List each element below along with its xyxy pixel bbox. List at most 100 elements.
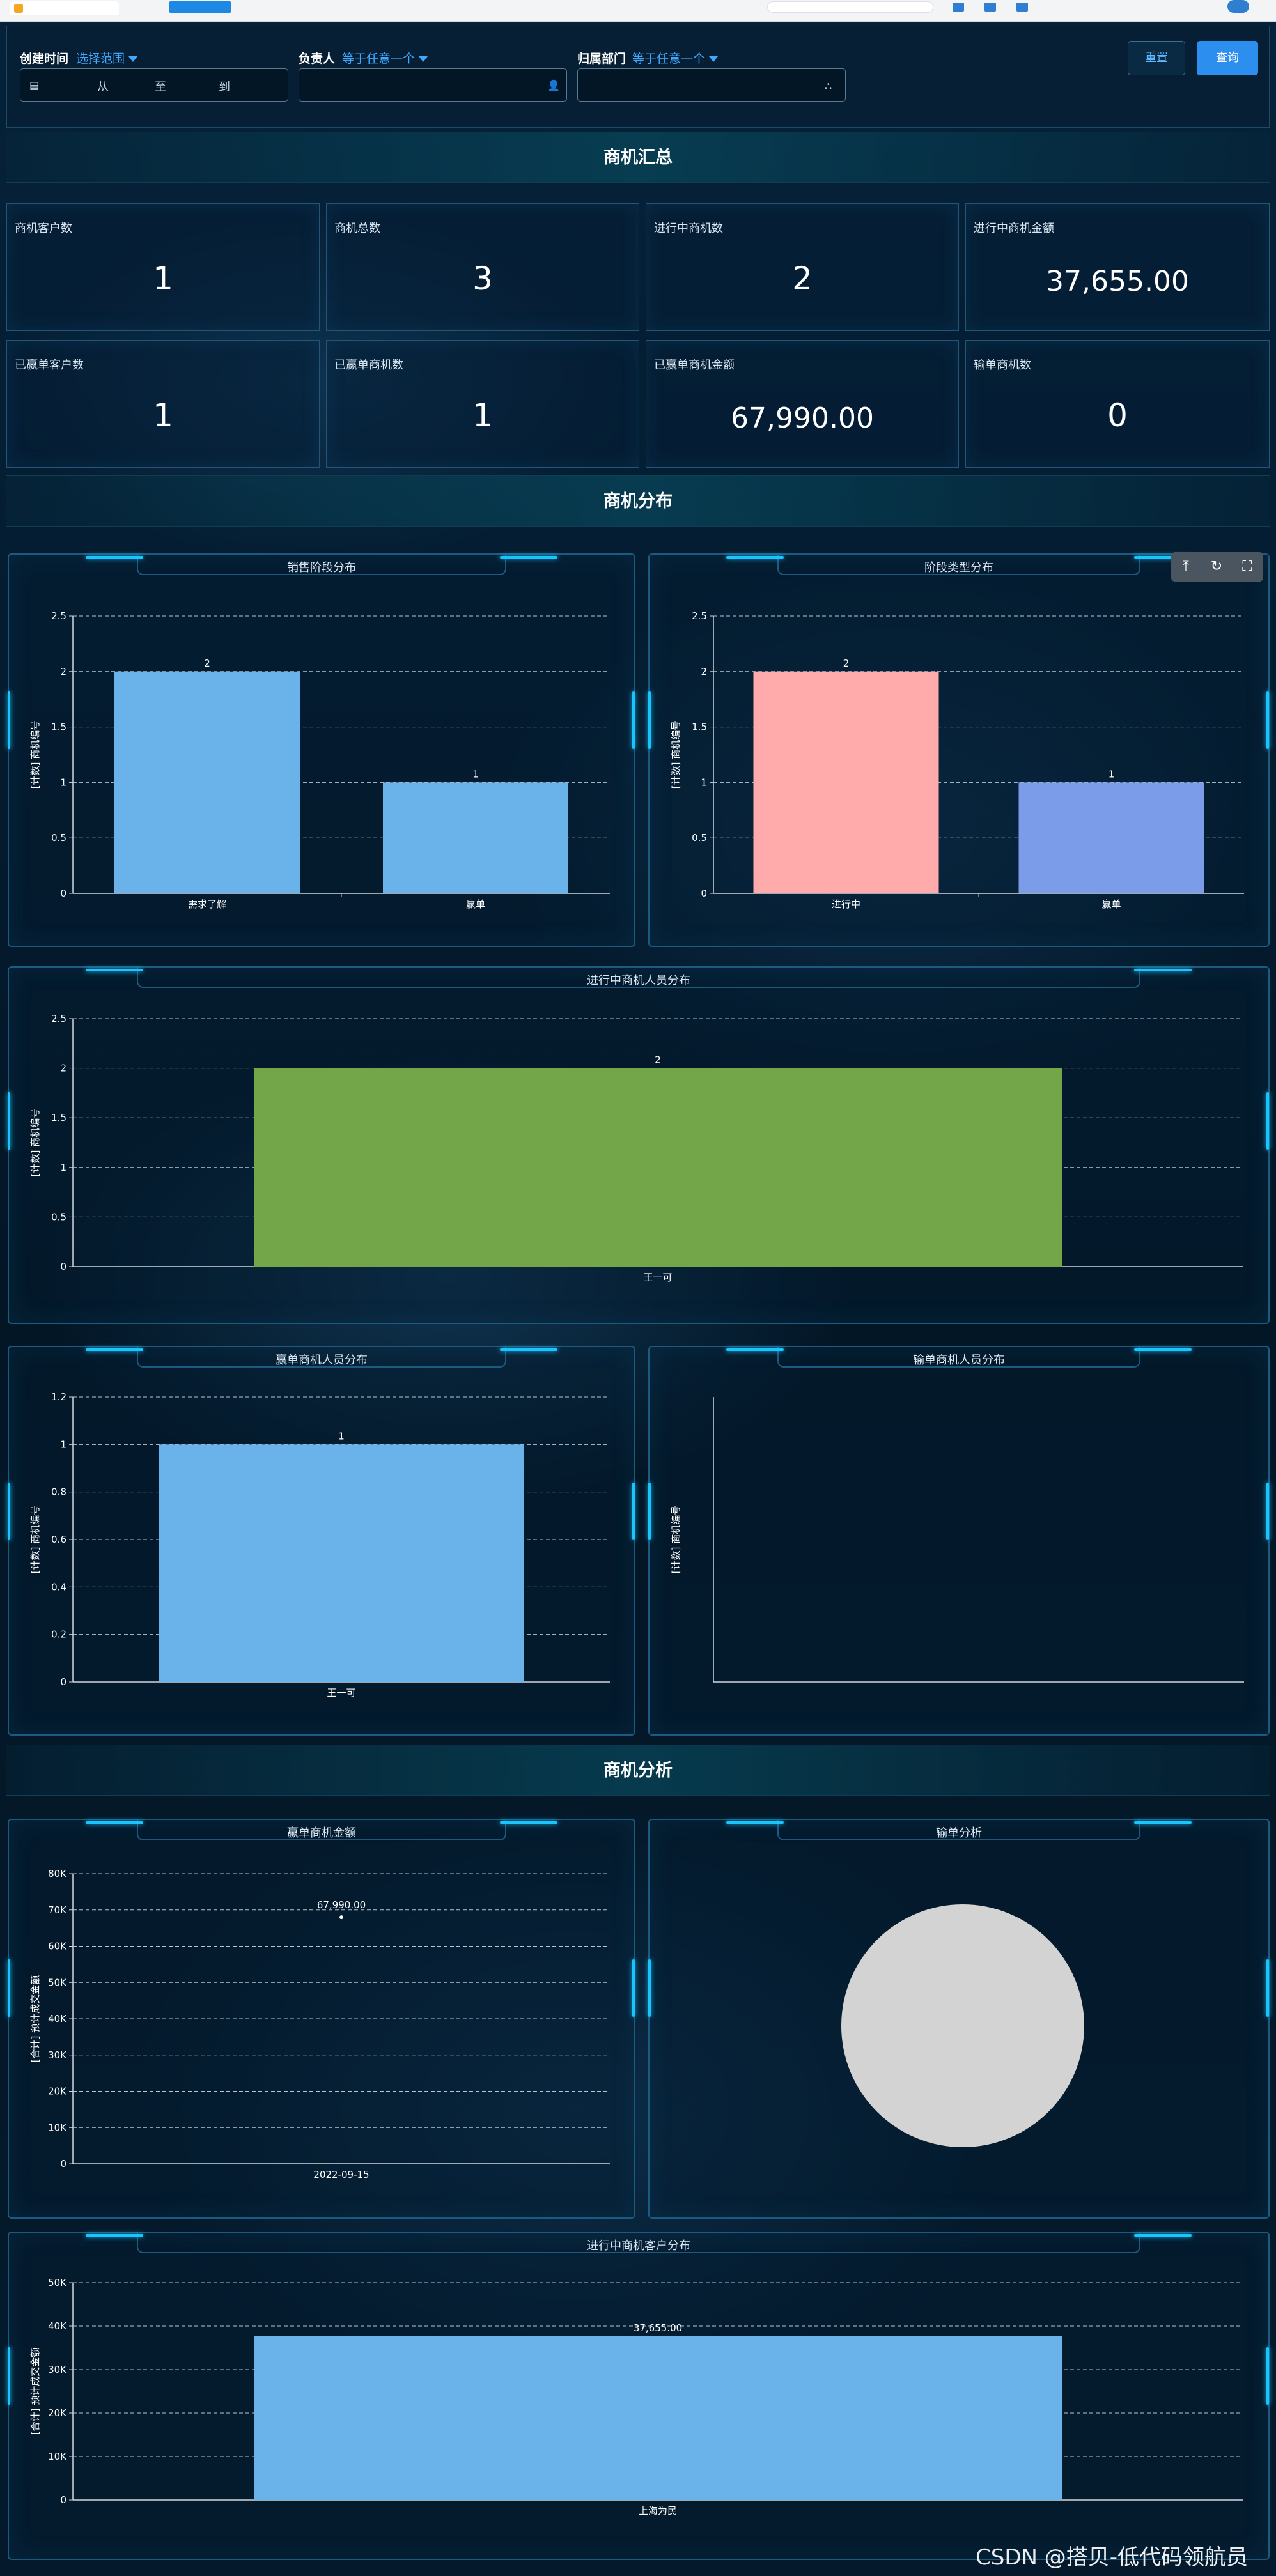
frame-glow-side — [632, 1483, 635, 1540]
browser-toolbar — [0, 0, 1276, 22]
y-tick-label: 10K — [48, 2451, 67, 2462]
date-from-label: 从 — [97, 81, 109, 94]
y-tick-label: 0 — [60, 2158, 66, 2170]
frame-glow-side — [632, 691, 635, 749]
frame-glow-side — [1266, 1483, 1269, 1540]
y-tick-label: 1.2 — [51, 1391, 66, 1403]
frame-glow-accent — [1134, 969, 1192, 971]
panel-title-frame — [137, 1346, 506, 1368]
y-tick-label: 0.2 — [51, 1629, 66, 1640]
chart-title: 进行中商机人员分布 — [587, 974, 690, 987]
chart-svg-won_person: [计数] 商机编号 0 0.2 0.4 0.6 0.8 1 1.2 王一可 1 — [29, 1391, 610, 1699]
frame-glow-side — [1266, 1092, 1269, 1150]
y-tick-label: 1 — [701, 776, 707, 788]
browser-action-button[interactable] — [169, 1, 231, 13]
y-tick-label: 0.5 — [51, 1211, 66, 1222]
kpi-value: 3 — [472, 260, 493, 297]
extension-icon[interactable] — [953, 3, 964, 12]
chart-title: 阶段类型分布 — [924, 561, 993, 575]
date-to-label: 至 — [155, 81, 166, 94]
kpi-label: 进行中商机数 — [654, 222, 723, 235]
frame-glow-side — [8, 1092, 10, 1150]
filter-bar: 创建时间 选择范围 ▤ 从 至 到 负责人 等于任意一个 👤 归属部门 等于任意… — [6, 26, 1270, 128]
panel-title-frame — [137, 1819, 506, 1840]
refresh-icon[interactable]: ↻ — [1210, 559, 1223, 575]
caret-down-icon — [419, 56, 428, 62]
y-tick-label: 0 — [60, 1676, 66, 1688]
chart-panel-ongoing-person: 进行中商机人员分布 [计数] 商机编号 0 0.5 1 1.5 2 2.5 王一可 2 — [8, 966, 1270, 1324]
kpi-value: 67,990.00 — [731, 402, 874, 435]
kpi-card: 商机总数 3 — [326, 203, 639, 331]
y-tick-label: 0 — [60, 1261, 66, 1272]
kpi-card: 已赢单商机数 1 — [326, 340, 639, 468]
y-tick-label: 0.5 — [51, 832, 66, 844]
date-end-label: 到 — [219, 81, 230, 94]
kpi-card: 进行中商机金额 37,655.00 — [965, 203, 1270, 331]
owner-select[interactable]: 👤 — [299, 68, 567, 102]
frame-glow-side — [8, 691, 10, 749]
filter-mode-created-time[interactable]: 选择范围 — [76, 49, 138, 66]
bar — [254, 1068, 1062, 1267]
kpi-value: 0 — [1107, 397, 1128, 434]
chart-svg-ongoing_person: [计数] 商机编号 0 0.5 1 1.5 2 2.5 王一可 2 — [29, 1013, 1243, 1283]
y-tick-label: 0 — [701, 888, 707, 899]
reset-button[interactable]: 重置 — [1128, 41, 1185, 75]
chart-title: 输单分析 — [936, 1826, 982, 1840]
x-tick-label: 王一可 — [643, 1272, 672, 1283]
frame-glow-side — [8, 1959, 10, 2017]
chart-panel-lost-person: 输单商机人员分布 [计数] 商机编号 — [648, 1346, 1270, 1736]
y-tick-label: 2 — [60, 666, 66, 677]
download-icon[interactable]: ⤒ — [1183, 559, 1189, 575]
browser-tab[interactable] — [10, 1, 119, 15]
chart-toolbox: ⤒ ↻ ⛶ — [1171, 552, 1263, 582]
frame-glow-accent — [1134, 1348, 1192, 1351]
kpi-card: 输单商机数 0 — [965, 340, 1270, 468]
data-point — [339, 1915, 343, 1920]
y-tick-label: 60K — [48, 1941, 67, 1952]
filter-mode-owner[interactable]: 等于任意一个 — [342, 49, 428, 66]
x-tick-label: 王一可 — [327, 1687, 355, 1699]
chart-title: 输单商机人员分布 — [913, 1354, 1005, 1367]
kpi-card: 商机客户数 1 — [6, 203, 320, 331]
kpi-value: 37,655.00 — [1046, 265, 1189, 298]
chart-panel-stage: 销售阶段分布 [计数] 商机编号 0 0.5 1 1.5 2 2.5 需求了解 2 赢单 1 — [8, 553, 635, 947]
fullscreen-icon[interactable]: ⛶ — [1242, 559, 1252, 575]
kpi-label: 进行中商机金额 — [974, 222, 1054, 235]
address-bar[interactable] — [767, 1, 933, 13]
y-tick-label: 0 — [60, 888, 66, 899]
frame-glow-side — [648, 691, 651, 749]
panel-title-frame — [777, 1346, 1140, 1368]
kpi-value: 1 — [472, 397, 493, 434]
kpi-label: 已赢单客户数 — [15, 359, 84, 372]
frame-glow-side — [8, 2347, 10, 2405]
chart-svg-lost_analysis — [841, 1904, 1084, 2147]
frame-glow-side — [1266, 1959, 1269, 2017]
section-title-analysis: 商机分析 — [6, 1745, 1270, 1796]
filter-label-department: 归属部门 — [577, 52, 626, 66]
profile-avatar[interactable] — [1227, 0, 1249, 13]
filter-mode-department[interactable]: 等于任意一个 — [632, 49, 719, 66]
x-tick-label: 赢单 — [1101, 899, 1121, 910]
date-range-input[interactable]: ▤ 从 至 到 — [20, 68, 288, 102]
chart-svg-stage: [计数] 商机编号 0 0.5 1 1.5 2 2.5 需求了解 2 赢单 1 — [29, 610, 610, 910]
query-button[interactable]: 查询 — [1197, 41, 1258, 75]
chart-svg-lost_person: [计数] 商机编号 — [670, 1397, 1244, 1683]
y-tick-label: 1 — [60, 776, 66, 788]
y-tick-label: 0.5 — [692, 832, 707, 844]
chart-panel-won-person: 赢单商机人员分布 [计数] 商机编号 0 0.2 0.4 0.6 0.8 1 1.2 王一可 1 — [8, 1346, 635, 1736]
extension-icon[interactable] — [1016, 3, 1028, 12]
y-tick-label: 1.5 — [51, 721, 66, 733]
extension-icon[interactable] — [984, 3, 996, 12]
chart-svg-ongoing_customer: [合计] 预计成交金额 0 10K 20K 30K 40K 50K 上海为民 37,655.00 — [29, 2277, 1243, 2517]
y-tick-label: 2.5 — [692, 610, 707, 622]
frame-glow-side — [648, 1483, 651, 1540]
x-tick-label: 赢单 — [466, 899, 485, 910]
section-title-summary: 商机汇总 — [6, 132, 1270, 183]
department-select[interactable]: ⛬ — [577, 68, 846, 102]
kpi-label: 商机总数 — [334, 222, 380, 235]
frame-glow-accent — [726, 1821, 784, 1824]
frame-glow-accent — [1134, 1821, 1192, 1824]
y-tick-label: 40K — [48, 2013, 67, 2025]
bar — [114, 671, 300, 893]
frame-glow-side — [1266, 2347, 1269, 2405]
